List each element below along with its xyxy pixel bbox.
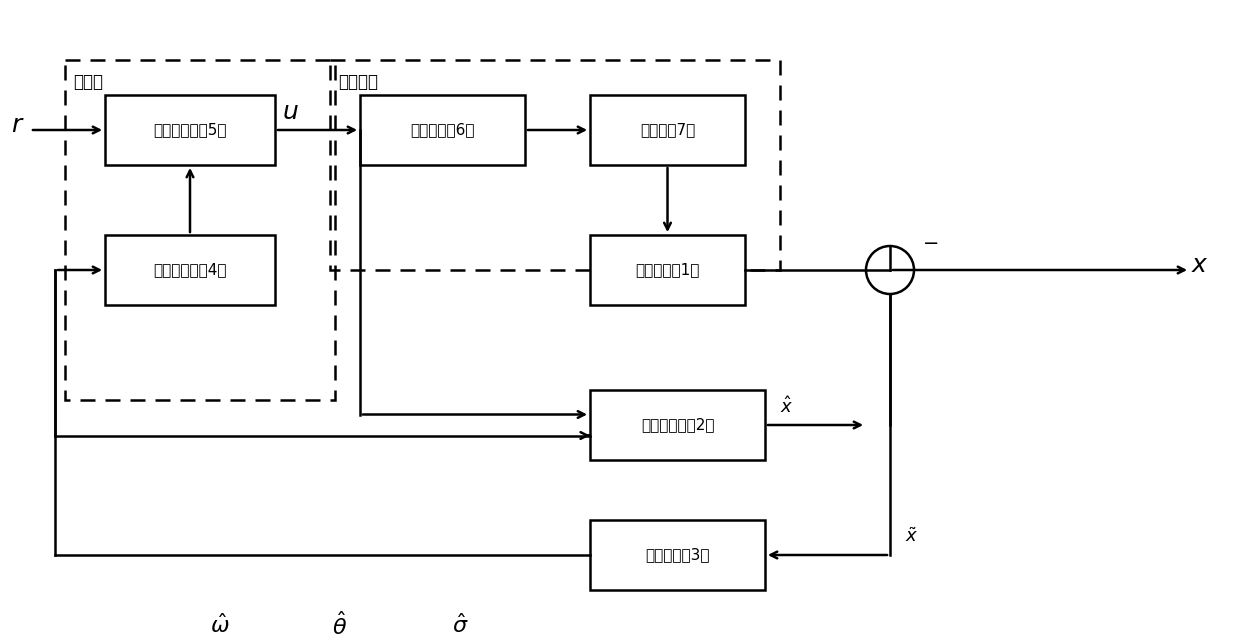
Bar	[360, 95, 525, 165]
Text: 控制律: 控制律	[73, 73, 103, 91]
Bar	[64, 60, 335, 400]
Bar	[590, 390, 765, 460]
Bar	[590, 235, 745, 305]
Text: 转向电机（6）: 转向电机（6）	[410, 122, 475, 138]
Text: 车辆模型（1）: 车辆模型（1）	[635, 263, 699, 278]
Text: $-$: $-$	[923, 231, 939, 251]
Text: $u$: $u$	[281, 100, 299, 124]
Bar	[590, 520, 765, 590]
Text: $\hat{\sigma}$: $\hat{\sigma}$	[451, 613, 469, 637]
Text: $x$: $x$	[1192, 253, 1209, 277]
Text: $r$: $r$	[11, 113, 25, 137]
Text: $\tilde{x}$: $\tilde{x}$	[905, 528, 919, 546]
Text: 低通滤波器（5）: 低通滤波器（5）	[154, 122, 227, 138]
Text: 转向柱（7）: 转向柱（7）	[640, 122, 696, 138]
Text: $\hat{x}$: $\hat{x}$	[780, 397, 794, 417]
Bar	[105, 235, 275, 305]
Text: 状态观测器（2）: 状态观测器（2）	[641, 417, 714, 433]
Bar	[105, 95, 275, 165]
Text: 执行机构: 执行机构	[339, 73, 378, 91]
Bar	[590, 95, 745, 165]
Text: 初步控制律（4）: 初步控制律（4）	[154, 263, 227, 278]
Text: $\hat{\theta}$: $\hat{\theta}$	[332, 611, 347, 639]
Text: 自适应律（3）: 自适应律（3）	[645, 547, 709, 562]
Bar	[330, 60, 780, 270]
Text: $\hat{\omega}$: $\hat{\omega}$	[210, 613, 229, 637]
